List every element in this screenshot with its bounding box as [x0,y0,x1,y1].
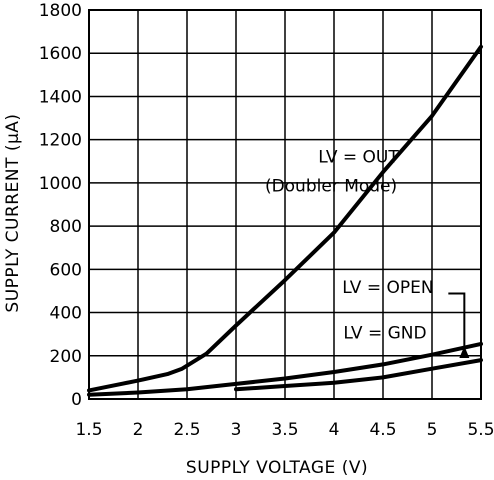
x-tick-label-6: 4.5 [369,420,396,440]
y-tick-label-3: 600 [50,260,82,280]
series-lines [87,44,483,397]
y-axis-label: SUPPLY CURRENT (μA) [3,113,23,312]
y-tick-labels: 0 200 400 600 800 1000 1200 1400 1600 1800 [39,1,82,410]
annotation-2: LV = OPEN [342,278,433,298]
y-tick-label-1: 200 [50,347,82,367]
arrow-leader [448,292,466,357]
y-tick-label-6: 1200 [39,131,82,151]
series-line-2 [234,358,483,392]
x-tick-label-2: 2.5 [173,420,200,440]
y-tick-label-2: 400 [50,304,82,324]
arrow-head [459,346,470,359]
annotation-3: LV = GND [343,323,426,343]
x-tick-label-5: 4 [329,420,340,440]
x-axis-label: SUPPLY VOLTAGE (V) [186,458,368,478]
annotation-0: LV = OUT [318,147,399,167]
y-tick-label-9: 1800 [39,1,82,21]
annotation-1: (Doubler Mode) [265,177,397,197]
lv-open-arrow [448,292,470,359]
y-tick-label-5: 1000 [39,174,82,194]
series-line-0 [87,44,483,393]
x-tick-label-8: 5.5 [467,420,494,440]
x-tick-label-7: 5 [427,420,438,440]
y-tick-label-0: 0 [71,390,82,410]
y-tick-label-4: 800 [50,217,82,237]
plot-frame [88,9,482,400]
y-tick-label-8: 1600 [39,44,82,64]
x-tick-label-1: 2 [133,420,144,440]
x-tick-labels: 1.5 2 2.5 3 3.5 4 4.5 5 5.5 [75,420,494,440]
x-tick-label-0: 1.5 [75,420,102,440]
annotations: LV = OUT (Doubler Mode) LV = OPEN LV = GND [265,147,434,343]
x-tick-label-3: 3 [231,420,242,440]
grid [88,9,482,400]
series-line-1 [87,341,483,397]
x-tick-label-4: 3.5 [271,420,298,440]
y-tick-label-7: 1400 [39,87,82,107]
